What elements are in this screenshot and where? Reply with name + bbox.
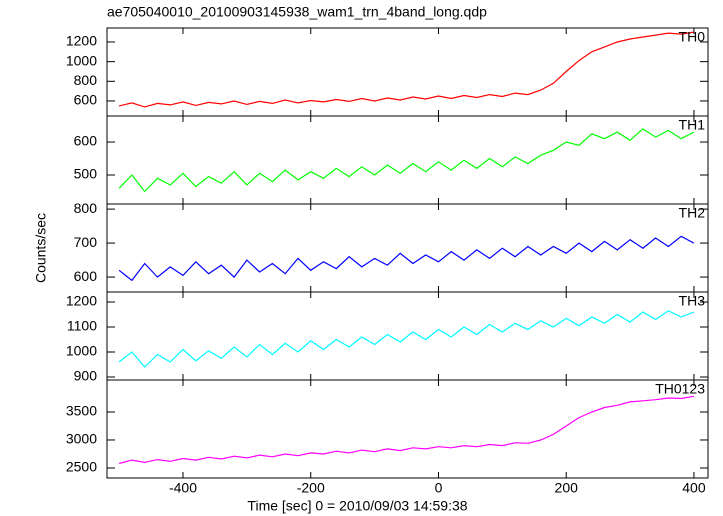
y-tick-label: 600 (74, 268, 98, 284)
data-line (118, 128, 695, 193)
panel-label: TH0123 (655, 381, 705, 397)
y-tick-label: 3000 (66, 431, 97, 447)
data-line (118, 31, 694, 108)
panel-label: TH0 (679, 29, 706, 45)
y-tick-label: 600 (74, 133, 98, 149)
panel-frame (106, 115, 709, 205)
x-tick-label: 200 (555, 480, 579, 496)
panel-label: TH1 (679, 117, 706, 133)
data-line (118, 395, 695, 465)
y-tick-label: 1200 (66, 293, 97, 309)
x-tick-label: -200 (297, 480, 325, 496)
panel-frame (106, 27, 709, 117)
y-tick-label: 3500 (66, 403, 97, 419)
y-axis-label: Counts/sec (33, 213, 49, 283)
data-line (118, 310, 695, 368)
panel-frame (106, 379, 709, 479)
y-tick-label: 500 (74, 166, 98, 182)
y-tick-label: 1200 (66, 33, 97, 49)
panel-label: TH2 (679, 205, 706, 221)
y-tick-label: 1000 (66, 343, 97, 359)
chart-title: ae705040010_20100903145938_wam1_trn_4ban… (107, 4, 487, 20)
panel-label: TH3 (679, 293, 706, 309)
data-line (118, 235, 695, 282)
x-tick-label: 0 (435, 480, 443, 496)
x-axis-label: Time [sec] 0 = 2010/09/03 14:59:38 (247, 498, 467, 514)
y-tick-label: 800 (74, 72, 98, 88)
x-tick-label: -400 (169, 480, 197, 496)
panel-frame (106, 203, 709, 293)
y-tick-label: 900 (74, 368, 98, 384)
y-tick-label: 600 (74, 92, 98, 108)
y-tick-label: 1000 (66, 52, 97, 68)
y-tick-label: 1100 (67, 318, 97, 334)
x-tick-label: 400 (682, 480, 706, 496)
y-tick-label: 2500 (66, 459, 97, 475)
y-tick-label: 800 (74, 200, 98, 216)
y-tick-label: 700 (74, 234, 98, 250)
